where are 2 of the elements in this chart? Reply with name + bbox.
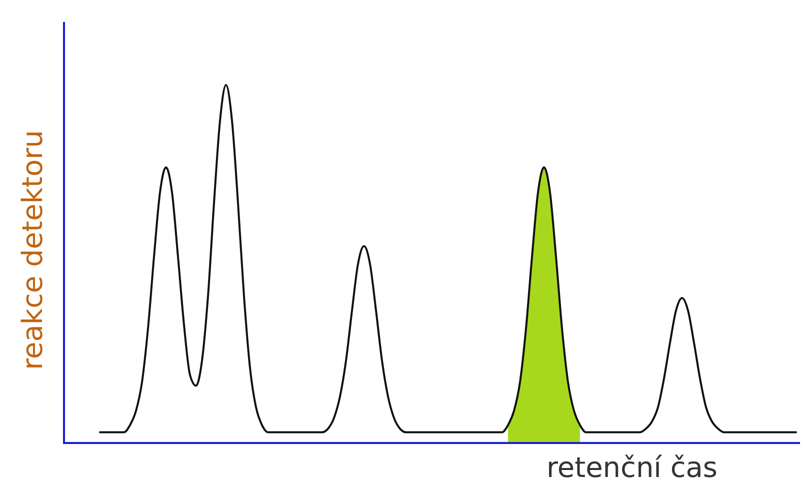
x-axis-title: retenční čas <box>546 451 718 483</box>
y-axis-title: reakce detektoru <box>16 130 49 370</box>
